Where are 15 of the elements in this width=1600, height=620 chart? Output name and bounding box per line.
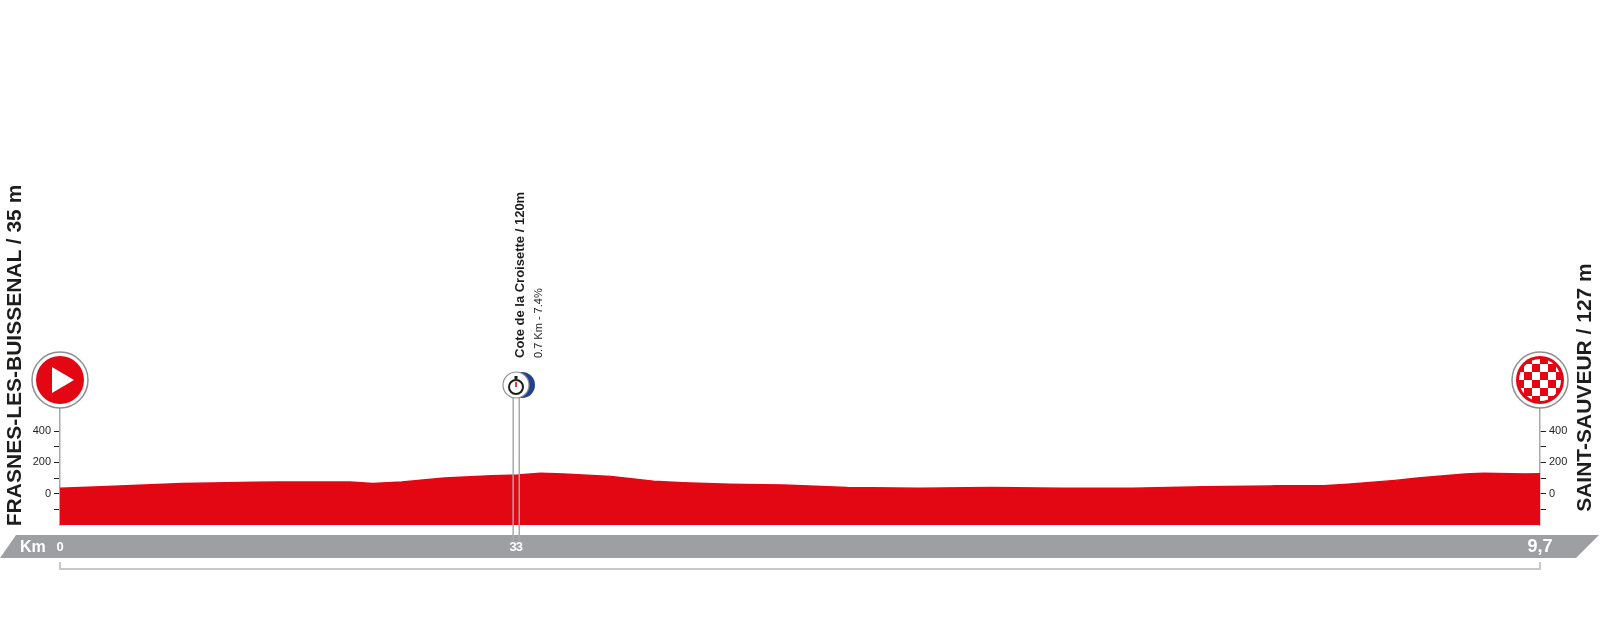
y-tick-label: 200 <box>32 455 51 468</box>
annotation: SAINT-SAUVEUR / 127 m <box>1571 263 1595 512</box>
y2-tick-label: 400 <box>1549 424 1568 437</box>
y2-tick-label: 0 <box>1549 486 1556 499</box>
annotation: FRASNES-LES-BUISSENAL / 35 m <box>1 184 25 527</box>
x-tick-label: 9,7 <box>1527 536 1553 557</box>
x-tick-label: 3 <box>515 539 523 555</box>
ref-line-label: Cote de la Croisette / 120m <box>511 191 527 358</box>
x-axis-title: Km <box>20 537 46 555</box>
y2-tick-label: 200 <box>1549 455 1568 468</box>
x-tick-label: 3 <box>509 539 517 555</box>
y-tick-label: 400 <box>32 424 51 437</box>
y-tick-label: 0 <box>44 486 51 499</box>
ref-line-label: 0.7 Km - 7.4% <box>532 288 545 358</box>
x-tick-label: 0 <box>56 539 64 555</box>
